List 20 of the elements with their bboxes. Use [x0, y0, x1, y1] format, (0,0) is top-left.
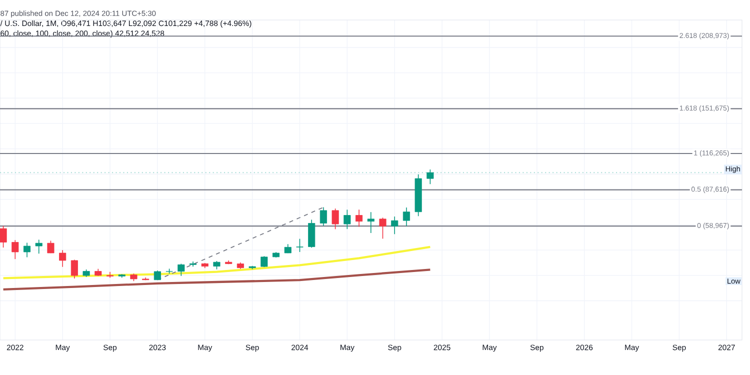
candlestick — [320, 206, 327, 226]
candlestick — [296, 238, 304, 252]
candlestick — [308, 219, 316, 248]
candlestick — [367, 212, 374, 234]
candlestick — [402, 207, 410, 227]
candlestick — [35, 239, 42, 254]
candlestick — [426, 169, 434, 185]
candlestick — [23, 242, 31, 258]
candlestick — [332, 208, 339, 230]
candlestick — [70, 259, 78, 279]
candlestick — [391, 216, 398, 235]
candlestick — [0, 226, 7, 248]
candlestick — [59, 250, 66, 268]
candlestick — [178, 263, 185, 276]
candlestick — [344, 209, 351, 230]
candlestick — [47, 240, 54, 254]
candlestick — [154, 270, 161, 280]
candlestick — [12, 240, 19, 260]
candlestick — [379, 217, 386, 240]
candlestick — [356, 209, 363, 228]
